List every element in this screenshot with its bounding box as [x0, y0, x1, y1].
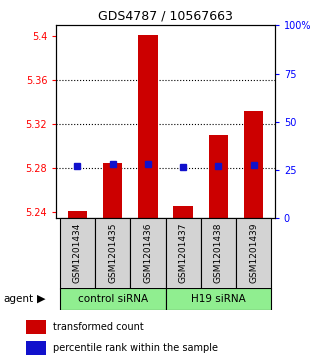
Bar	[166, 218, 201, 289]
Text: GSM1201434: GSM1201434	[73, 223, 82, 284]
Text: H19 siRNA: H19 siRNA	[191, 294, 246, 304]
Bar	[173, 206, 193, 218]
Title: GDS4787 / 10567663: GDS4787 / 10567663	[98, 10, 233, 23]
Bar	[68, 211, 87, 218]
Bar	[138, 35, 158, 218]
Bar	[236, 218, 271, 289]
Bar	[130, 218, 166, 289]
Bar	[60, 218, 95, 289]
Bar	[60, 288, 166, 310]
Text: GSM1201437: GSM1201437	[179, 223, 188, 284]
Text: GSM1201439: GSM1201439	[249, 223, 258, 284]
Bar	[244, 111, 263, 218]
Bar	[201, 218, 236, 289]
Text: agent: agent	[3, 294, 33, 304]
Text: transformed count: transformed count	[53, 322, 144, 332]
Text: control siRNA: control siRNA	[77, 294, 148, 304]
Bar	[26, 341, 46, 355]
Bar	[166, 288, 271, 310]
Bar	[103, 163, 122, 218]
Bar	[209, 135, 228, 218]
Text: GSM1201436: GSM1201436	[143, 223, 152, 284]
Bar	[26, 320, 46, 334]
Text: GSM1201435: GSM1201435	[108, 223, 117, 284]
Text: GSM1201438: GSM1201438	[214, 223, 223, 284]
Bar	[95, 218, 130, 289]
Text: percentile rank within the sample: percentile rank within the sample	[53, 343, 218, 353]
Text: ▶: ▶	[37, 294, 46, 304]
